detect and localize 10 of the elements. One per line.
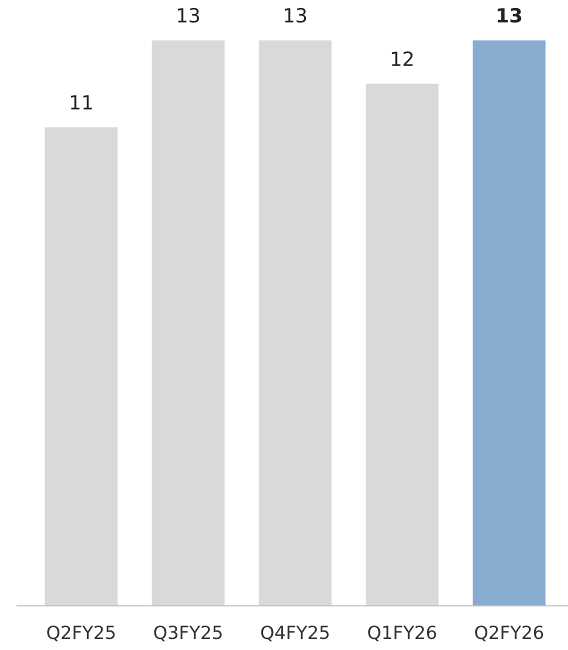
data-label: 11 (70, 95, 92, 110)
x-tick-label: Q3FY25 (154, 626, 222, 642)
x-tick-label: Q2FY26 (475, 626, 544, 642)
data-label: 12 (392, 51, 413, 66)
data-label: 13 (178, 8, 200, 23)
data-label: 13 (284, 8, 306, 23)
data-label: 13 (498, 8, 522, 23)
x-tick-label: Q2FY25 (47, 626, 115, 642)
x-tick-label: Q1FY26 (368, 626, 436, 642)
x-tick-label: Q4FY25 (261, 626, 329, 642)
